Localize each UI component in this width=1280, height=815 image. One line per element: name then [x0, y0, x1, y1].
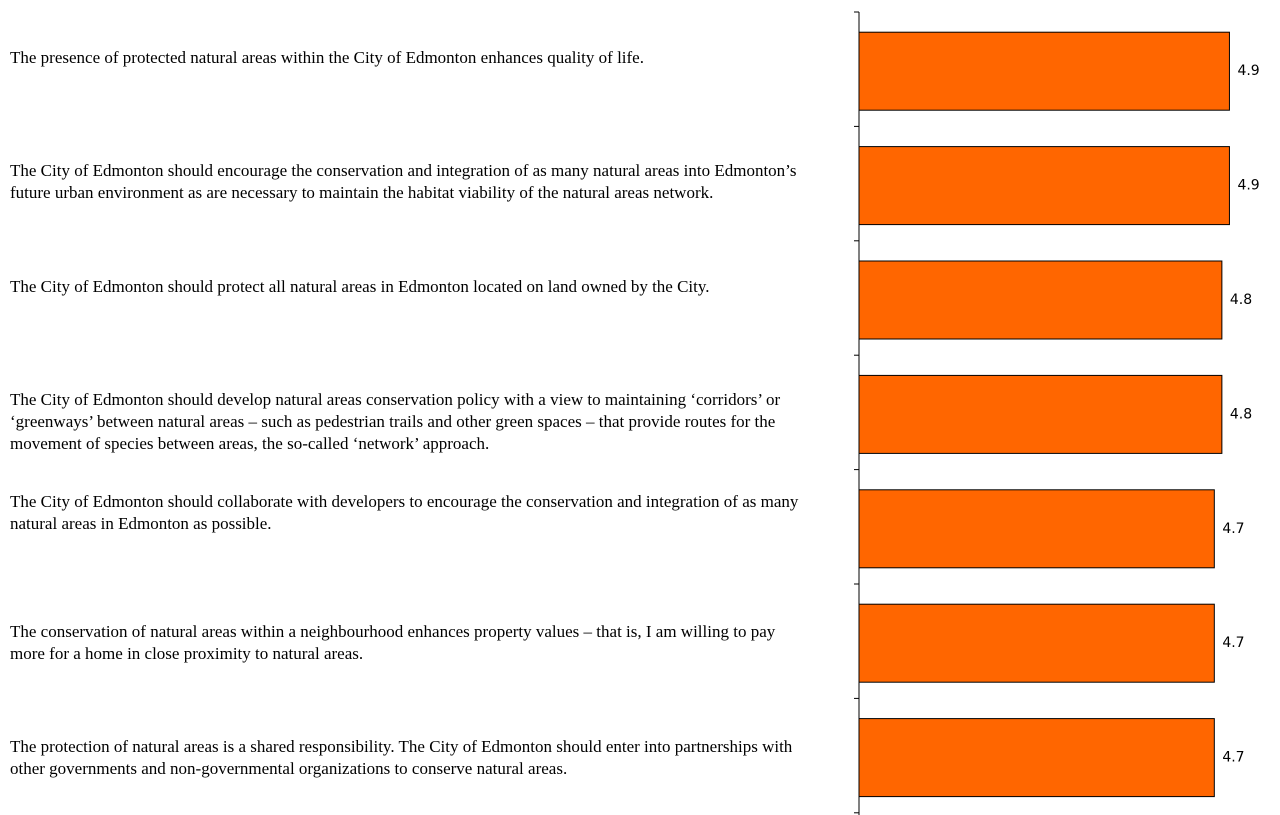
category-label: The City of Edmonton should develop natu… [10, 390, 781, 453]
category-label: The City of Edmonton should collaborate … [10, 492, 799, 533]
value-label: 4.8 [1230, 406, 1252, 422]
category-label: The City of Edmonton should protect all … [10, 277, 710, 296]
value-label: 4.8 [1230, 292, 1252, 308]
value-label: 4.7 [1222, 635, 1244, 651]
bar [858, 603, 1215, 683]
bar [858, 260, 1223, 340]
category-label: The presence of protected natural areas … [10, 48, 644, 67]
bar [858, 718, 1215, 798]
category-label: The conservation of natural areas within… [10, 622, 776, 663]
value-label: 4.9 [1237, 178, 1259, 194]
bar [858, 31, 1230, 111]
category-label: The protection of natural areas is a sha… [10, 737, 793, 778]
value-label: 4.9 [1237, 63, 1259, 79]
bar [858, 374, 1223, 454]
bar [858, 489, 1215, 569]
value-label: 4.7 [1222, 521, 1244, 537]
bar [858, 146, 1230, 226]
value-label: 4.7 [1222, 750, 1244, 766]
category-label: The City of Edmonton should encourage th… [10, 161, 797, 202]
